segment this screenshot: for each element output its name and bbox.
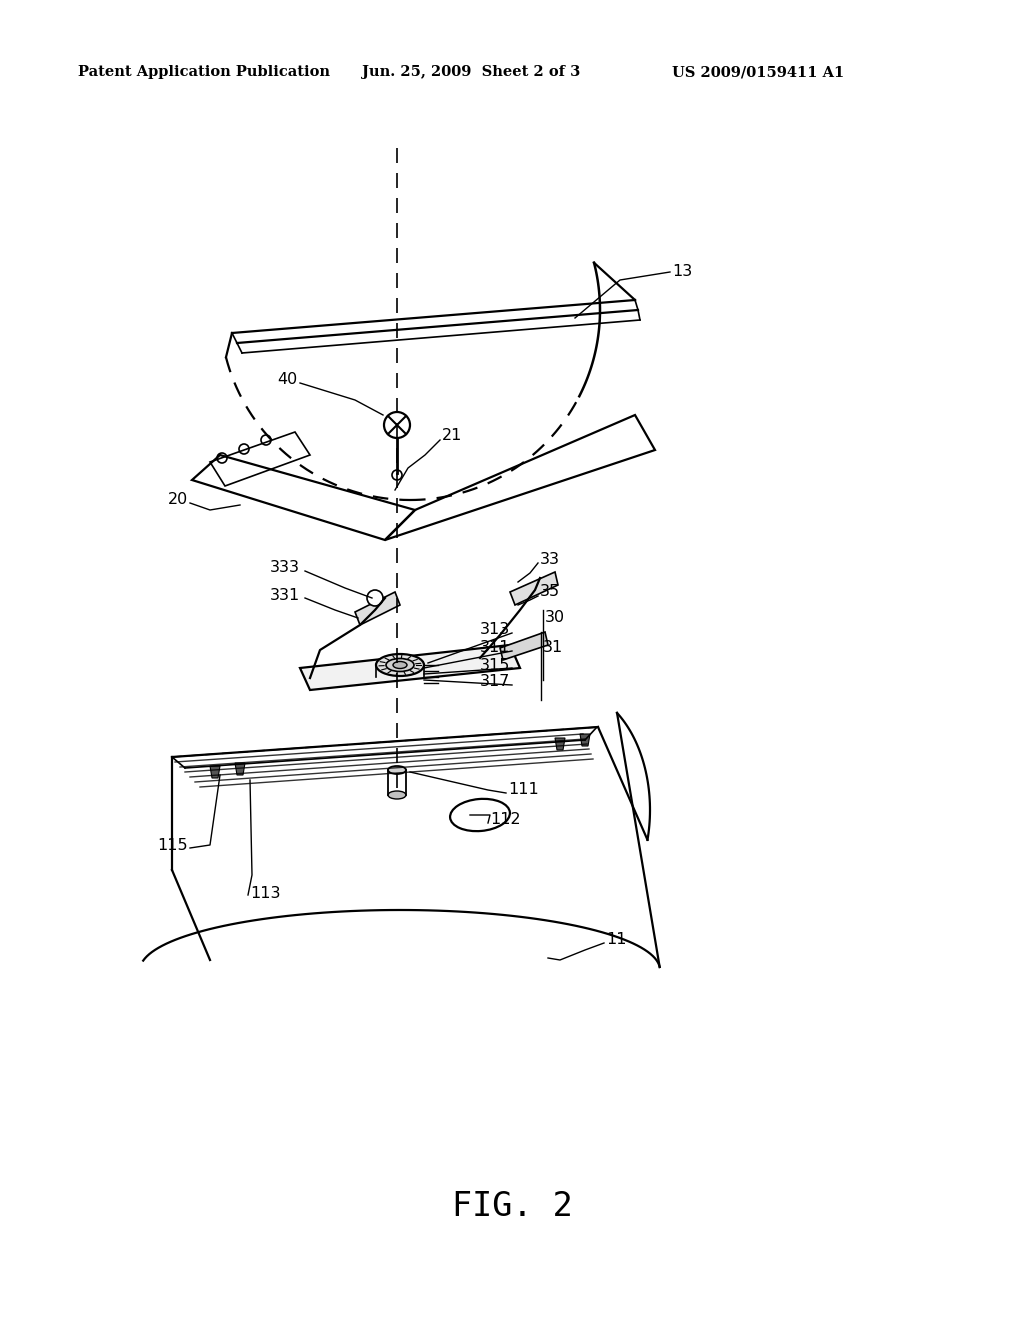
Text: 35: 35 [540, 585, 560, 599]
Text: 13: 13 [672, 264, 692, 280]
Ellipse shape [451, 799, 510, 832]
Ellipse shape [386, 659, 414, 672]
Text: US 2009/0159411 A1: US 2009/0159411 A1 [672, 65, 844, 79]
Text: 313: 313 [480, 623, 510, 638]
Circle shape [392, 470, 402, 480]
Text: 317: 317 [479, 675, 510, 689]
Text: 21: 21 [442, 428, 463, 442]
Polygon shape [500, 632, 548, 660]
Polygon shape [555, 738, 565, 750]
Ellipse shape [376, 653, 424, 676]
Text: 33: 33 [540, 553, 560, 568]
Ellipse shape [388, 766, 406, 774]
Polygon shape [300, 645, 520, 690]
Polygon shape [234, 763, 245, 775]
Text: 31: 31 [543, 640, 563, 656]
Text: 333: 333 [270, 561, 300, 576]
Text: 115: 115 [158, 837, 188, 853]
Text: 112: 112 [490, 813, 520, 828]
Text: 113: 113 [250, 886, 281, 900]
Polygon shape [510, 572, 558, 605]
Text: Jun. 25, 2009  Sheet 2 of 3: Jun. 25, 2009 Sheet 2 of 3 [362, 65, 581, 79]
Polygon shape [355, 591, 400, 624]
Text: 315: 315 [479, 657, 510, 672]
Ellipse shape [388, 791, 406, 799]
Text: 30: 30 [545, 610, 565, 626]
Text: 20: 20 [168, 492, 188, 507]
Text: Patent Application Publication: Patent Application Publication [78, 65, 330, 79]
Circle shape [384, 412, 410, 438]
Polygon shape [580, 734, 590, 746]
Ellipse shape [393, 661, 407, 668]
Text: 40: 40 [278, 372, 298, 388]
Text: 331: 331 [269, 589, 300, 603]
Text: 311: 311 [479, 640, 510, 656]
Text: 11: 11 [606, 932, 627, 948]
Circle shape [367, 590, 383, 606]
Text: FIG. 2: FIG. 2 [452, 1191, 572, 1224]
Text: 111: 111 [508, 783, 539, 797]
Polygon shape [210, 766, 220, 777]
